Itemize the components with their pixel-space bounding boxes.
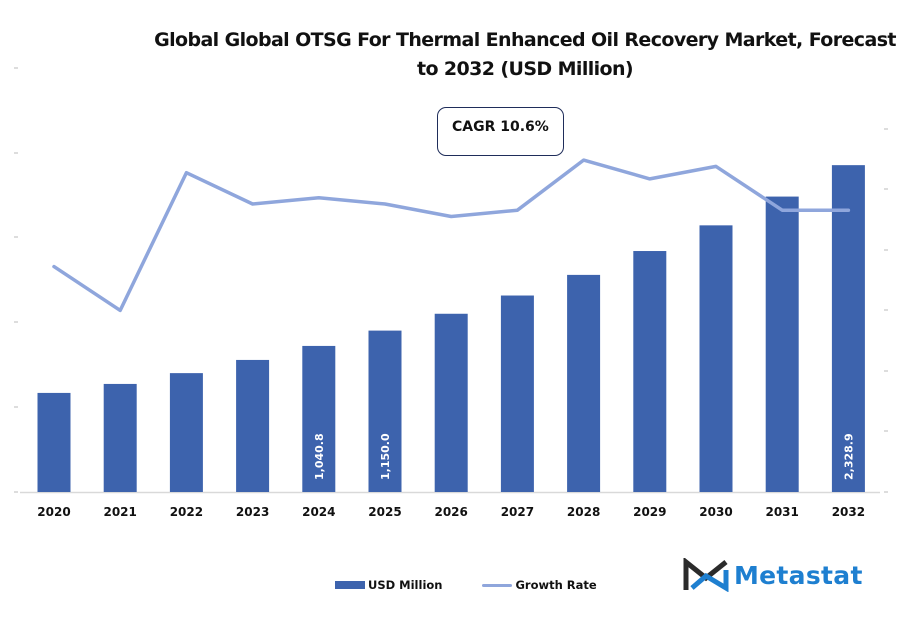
bar-2022 (169, 373, 203, 492)
x-tick-label: 2027 (501, 505, 534, 519)
bar-2030 (699, 225, 733, 492)
cagr-text: CAGR 10.6% (452, 119, 549, 135)
bar-2023 (236, 359, 270, 492)
x-tick-label: 2028 (567, 505, 600, 519)
x-tick-label: 2025 (368, 505, 401, 519)
left-axis-ticks (14, 67, 18, 493)
x-tick-label: 2026 (434, 505, 467, 519)
bar-data-labels: 1,040.8 1,150.0 2,328.9 (313, 433, 856, 480)
legend-item-usd-million: USD Million (335, 578, 442, 592)
x-tick-label: 2031 (765, 505, 798, 519)
x-tick-label: 2032 (832, 505, 865, 519)
legend-swatch-bar (335, 581, 365, 589)
bar-2026 (434, 313, 468, 492)
growth-rate-line (52, 158, 851, 313)
bar-2028 (567, 274, 601, 492)
cagr-annotation: CAGR 10.6% (437, 107, 564, 156)
bar-2024 (302, 345, 336, 492)
x-tick-label: 2020 (37, 505, 70, 519)
legend-label: Growth Rate (515, 578, 597, 592)
x-tick-label: 2021 (103, 505, 136, 519)
right-axis-ticks (884, 128, 888, 493)
chart-title: Global Global OTSG For Thermal Enhanced … (154, 29, 896, 80)
legend-swatch-line (482, 583, 513, 587)
bar-2020 (37, 392, 71, 492)
legend-item-growth-rate: Growth Rate (482, 578, 597, 592)
bar-2021 (103, 383, 137, 492)
x-tick-label: 2023 (236, 505, 269, 519)
legend: USD Million Growth Rate (335, 578, 637, 592)
x-tick-label: 2022 (170, 505, 203, 519)
bar-2025 (368, 330, 402, 492)
bar-data-label: 1,150.0 (379, 433, 392, 480)
x-axis-labels: 2020 2021 2022 2023 2024 2025 2026 2027 2028 2029… (37, 505, 865, 519)
x-tick-label: 2030 (699, 505, 732, 519)
bar-series (37, 165, 865, 492)
metastat-logo: Metastat (682, 558, 863, 592)
metastat-logo-text: Metastat (734, 560, 863, 590)
bar-data-label: 2,328.9 (842, 433, 855, 480)
bar-2027 (500, 295, 534, 492)
legend-label: USD Million (368, 578, 443, 592)
bar-2029 (633, 251, 667, 492)
metastat-m-icon (683, 558, 729, 592)
bar-2032 (831, 165, 865, 492)
x-tick-label: 2029 (633, 505, 666, 519)
bar-2031 (765, 196, 799, 492)
x-tick-label: 2024 (302, 505, 335, 519)
bar-data-label: 1,040.8 (313, 433, 326, 480)
